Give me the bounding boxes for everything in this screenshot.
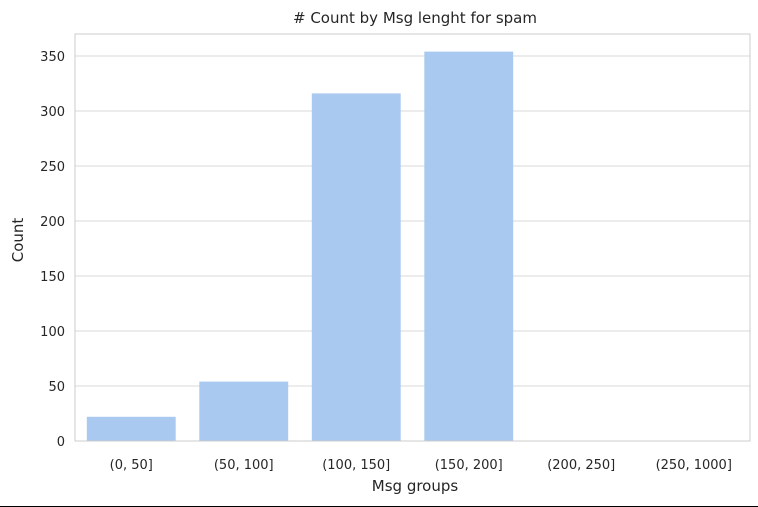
y-tick-labels: 0 50 100 150 200 250 300 350 xyxy=(40,50,65,450)
x-tick-labels: (0, 50] (50, 100] (100, 150] (150, 200] (200… xyxy=(110,458,732,473)
x-tick-label: (150, 200] xyxy=(435,458,503,473)
x-tick-label: (250, 1000] xyxy=(656,458,732,473)
y-tick-label: 250 xyxy=(40,160,65,175)
bar xyxy=(199,381,289,441)
y-tick-label: 0 xyxy=(57,435,65,450)
y-tick-label: 100 xyxy=(40,325,65,340)
bar xyxy=(424,51,514,441)
grid-lines xyxy=(75,55,750,442)
y-tick-label: 150 xyxy=(40,270,65,285)
chart-title: # Count by Msg lenght for spam xyxy=(293,9,537,27)
plot-frame xyxy=(74,33,751,442)
bars xyxy=(86,51,514,442)
y-tick-label: 200 xyxy=(40,215,65,230)
y-tick-label: 50 xyxy=(48,380,65,395)
bar xyxy=(86,416,176,441)
y-axis-label: Count xyxy=(9,218,27,263)
x-tick-label: (200, 250] xyxy=(547,458,615,473)
x-tick-label: (50, 100] xyxy=(214,458,274,473)
y-tick-label: 300 xyxy=(40,105,65,120)
x-tick-label: (100, 150] xyxy=(322,458,390,473)
x-tick-label: (0, 50] xyxy=(110,458,153,473)
x-axis-label: Msg groups xyxy=(372,477,459,495)
y-tick-label: 350 xyxy=(40,50,65,65)
bar xyxy=(311,93,401,442)
